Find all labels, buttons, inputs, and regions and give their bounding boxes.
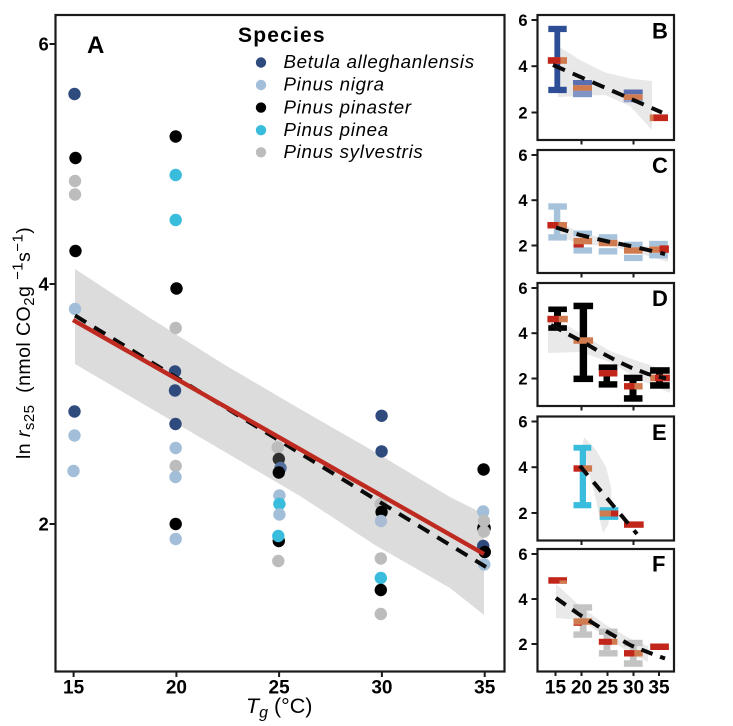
- svg-text:Tg (°C): Tg (°C): [246, 694, 312, 722]
- svg-text:g: g: [13, 286, 35, 297]
- svg-text:25: 25: [597, 678, 619, 699]
- svg-text:30: 30: [371, 678, 392, 699]
- svg-text:−1: −1: [10, 262, 27, 280]
- svg-text:Pinus nigra: Pinus nigra: [284, 74, 385, 95]
- svg-text:F: F: [652, 552, 665, 577]
- svg-text:−1: −1: [10, 234, 27, 252]
- svg-text:6: 6: [39, 33, 49, 54]
- svg-text:2: 2: [39, 513, 49, 534]
- svg-text:25: 25: [269, 678, 291, 699]
- svg-text:4: 4: [39, 273, 50, 294]
- svg-text:A: A: [87, 32, 104, 59]
- svg-text:r: r: [13, 429, 35, 437]
- svg-text:15: 15: [63, 678, 85, 699]
- svg-text:6: 6: [518, 12, 527, 30]
- svg-text:2: 2: [21, 297, 38, 306]
- svg-text:6: 6: [518, 147, 527, 165]
- svg-text:C: C: [652, 153, 668, 178]
- svg-text:): ): [13, 227, 35, 234]
- svg-text:2: 2: [518, 105, 527, 123]
- svg-text:B: B: [652, 19, 668, 44]
- svg-text:30: 30: [623, 678, 644, 699]
- svg-text:D: D: [652, 286, 668, 311]
- svg-text:2: 2: [518, 371, 527, 389]
- svg-text:s: s: [13, 252, 35, 262]
- svg-text:Pinus pinaster: Pinus pinaster: [284, 96, 412, 117]
- svg-text:2: 2: [518, 238, 527, 256]
- svg-text:s25: s25: [21, 405, 38, 431]
- svg-text:4: 4: [518, 459, 528, 477]
- svg-text:Species: Species: [238, 24, 326, 47]
- svg-text:20: 20: [166, 678, 187, 699]
- svg-text:E: E: [652, 420, 667, 445]
- svg-text:4: 4: [518, 192, 528, 210]
- svg-text:6: 6: [518, 414, 527, 432]
- svg-text:2: 2: [518, 505, 527, 523]
- svg-text:6: 6: [518, 546, 527, 564]
- svg-text:Pinus sylvestris: Pinus sylvestris: [284, 141, 424, 162]
- svg-text:Pinus pinea: Pinus pinea: [284, 119, 389, 140]
- svg-text:2: 2: [518, 636, 527, 654]
- svg-text:4: 4: [518, 325, 528, 343]
- svg-text:4: 4: [518, 58, 528, 76]
- svg-text:(nmol CO: (nmol CO: [13, 306, 35, 405]
- svg-text:15: 15: [545, 678, 567, 699]
- svg-text:35: 35: [474, 678, 496, 699]
- svg-text:ln: ln: [13, 443, 35, 459]
- svg-text:4: 4: [518, 591, 528, 609]
- svg-text:20: 20: [571, 678, 592, 699]
- svg-text:Betula alleghanlensis: Betula alleghanlensis: [284, 51, 475, 72]
- svg-text:6: 6: [518, 280, 527, 298]
- svg-text:35: 35: [648, 678, 670, 699]
